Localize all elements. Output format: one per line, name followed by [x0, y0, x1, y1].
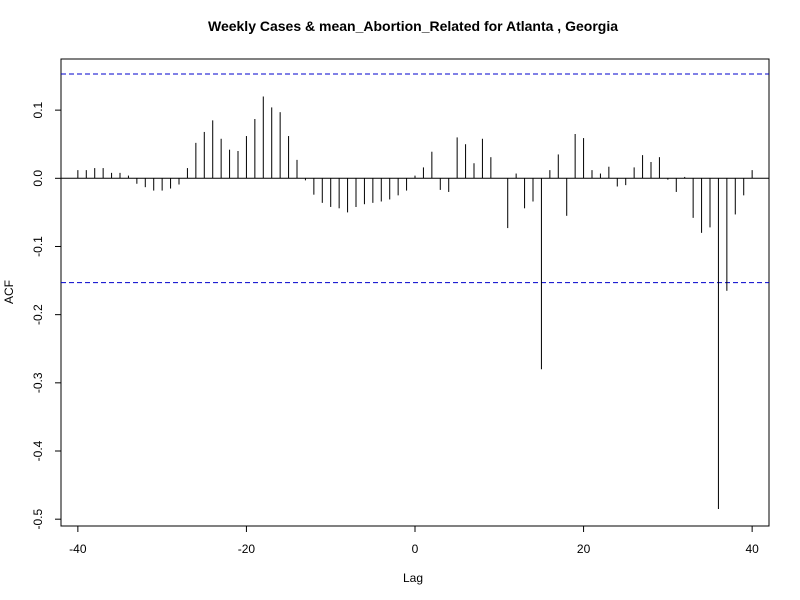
y-tick-label: 0.0	[31, 170, 45, 187]
x-tick-label: -40	[69, 542, 87, 556]
x-axis-label: Lag	[403, 571, 423, 585]
plot-frame	[60, 58, 770, 527]
y-tick-label: -0.2	[31, 304, 45, 325]
x-tick-label: 0	[412, 542, 419, 556]
y-tick-label: 0.1	[31, 101, 45, 118]
x-tick-label: 20	[577, 542, 591, 556]
y-tick-label: -0.4	[31, 440, 45, 461]
x-tick-label: -20	[238, 542, 256, 556]
y-tick-label: -0.1	[31, 236, 45, 257]
y-tick-label: -0.5	[31, 509, 45, 530]
chart-title: Weekly Cases & mean_Abortion_Related for…	[208, 18, 618, 34]
chart-marks: -40 -20 0 20 40 -0.5 -0.4 -0.3 -0.2 -0.1 0.0 0.1	[31, 73, 769, 556]
x-tick-label: 40	[745, 542, 759, 556]
y-axis-label: ACF	[2, 280, 16, 304]
y-tick-label: -0.3	[31, 372, 45, 393]
